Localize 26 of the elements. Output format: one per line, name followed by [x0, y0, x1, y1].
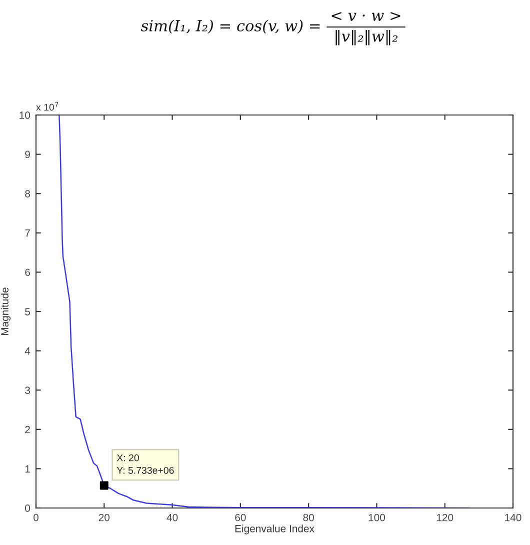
- y-axis-title: Magnitude: [0, 288, 11, 335]
- x-tick-label: 20: [98, 514, 110, 522]
- y-tick-label: 10: [20, 112, 30, 119]
- y-tick-label: 9: [25, 150, 30, 158]
- x-tick-label: 140: [505, 514, 522, 522]
- y-tick-label: 3: [25, 386, 30, 394]
- y-tick-label: 2: [25, 426, 30, 434]
- x-axis-title: Eigenvalue Index: [235, 524, 314, 534]
- x-tick-label: 40: [166, 514, 178, 522]
- text: x 10$^{7}$: [36, 102, 58, 111]
- y-tick-label: 6: [25, 268, 30, 276]
- x-tick-label: 60: [235, 514, 246, 522]
- text: ‖v‖₂‖w‖₂: [336, 30, 398, 46]
- y-tick-label: 0: [25, 504, 30, 512]
- y-tick-label: 4: [24, 347, 30, 355]
- y-tick-label: 5: [25, 308, 30, 316]
- text: < v · w >: [332, 12, 400, 21]
- y-tick-label: 8: [25, 190, 30, 198]
- annotation: X: 20 Y: 5.733e+06: [116, 454, 174, 474]
- x-tick-label: 100: [368, 514, 385, 522]
- x-tick-label: 80: [303, 514, 314, 522]
- text: sim(I₁, I₂) = cos(v, w) =: [140, 20, 320, 34]
- y-tick-label: 1: [25, 465, 30, 472]
- x-tick-label: 0: [34, 514, 38, 522]
- y-tick-label: 7: [25, 230, 30, 237]
- x-tick-label: 120: [436, 514, 454, 522]
